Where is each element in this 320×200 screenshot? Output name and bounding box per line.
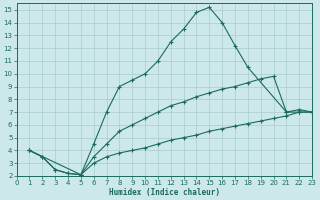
X-axis label: Humidex (Indice chaleur): Humidex (Indice chaleur) [109, 188, 220, 197]
